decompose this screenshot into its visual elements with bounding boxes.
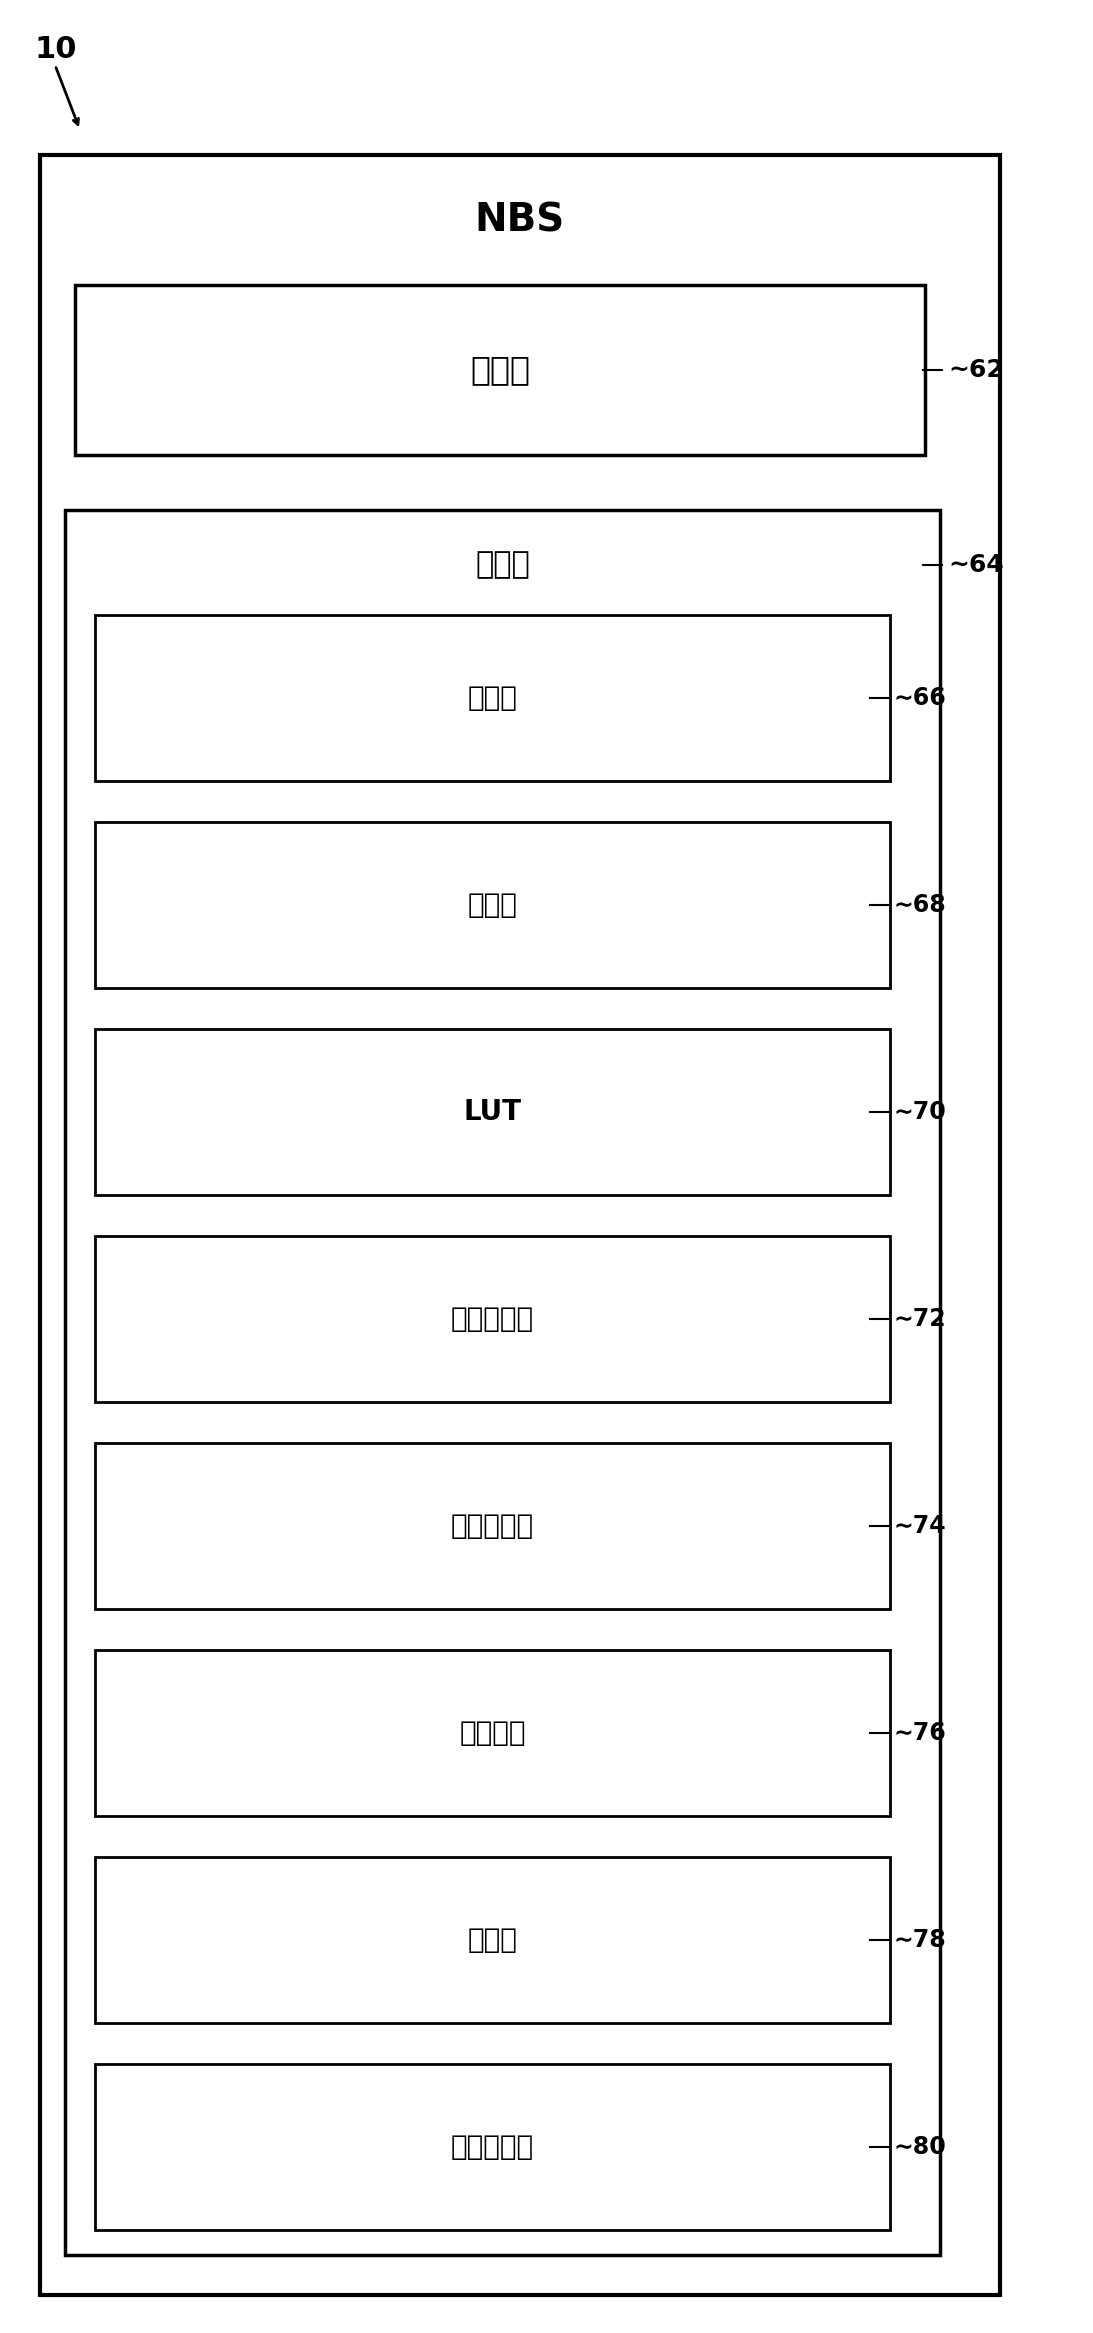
- Text: ∼70: ∼70: [893, 1099, 945, 1125]
- Text: 存储器: 存储器: [475, 551, 530, 579]
- Bar: [64, 511, 940, 2256]
- Text: LUT: LUT: [463, 1099, 521, 1127]
- Text: 音乐库: 音乐库: [468, 891, 517, 919]
- Text: ∼72: ∼72: [893, 1306, 945, 1330]
- Text: ∼68: ∼68: [893, 894, 945, 917]
- Text: NBS: NBS: [474, 201, 565, 238]
- Bar: [95, 1029, 890, 1194]
- Text: 移调器: 移调器: [468, 1927, 517, 1955]
- Bar: [95, 2065, 890, 2230]
- Text: ∼80: ∼80: [893, 2135, 945, 2160]
- Bar: [75, 285, 925, 455]
- Text: ∼62: ∼62: [948, 357, 1003, 383]
- Bar: [95, 1649, 890, 1815]
- Text: 10: 10: [35, 35, 78, 63]
- Text: ∼74: ∼74: [893, 1514, 945, 1537]
- Text: 频率识别器: 频率识别器: [451, 1304, 534, 1332]
- Text: ∼64: ∼64: [948, 553, 1003, 576]
- Text: 速度调节器: 速度调节器: [451, 1512, 534, 1540]
- Text: 调识别器: 调识别器: [459, 1719, 526, 1747]
- Bar: [40, 154, 1000, 2296]
- Text: 处理器: 处理器: [470, 355, 530, 387]
- Text: 序列库: 序列库: [468, 684, 517, 712]
- Bar: [95, 1444, 890, 1610]
- Bar: [95, 1857, 890, 2023]
- Text: ∼78: ∼78: [893, 1927, 945, 1953]
- Text: ∼76: ∼76: [893, 1722, 945, 1745]
- Bar: [95, 821, 890, 987]
- Bar: [95, 616, 890, 782]
- Text: ∼66: ∼66: [893, 686, 945, 709]
- Bar: [95, 1236, 890, 1402]
- Text: 歌曲分析器: 歌曲分析器: [451, 2132, 534, 2160]
